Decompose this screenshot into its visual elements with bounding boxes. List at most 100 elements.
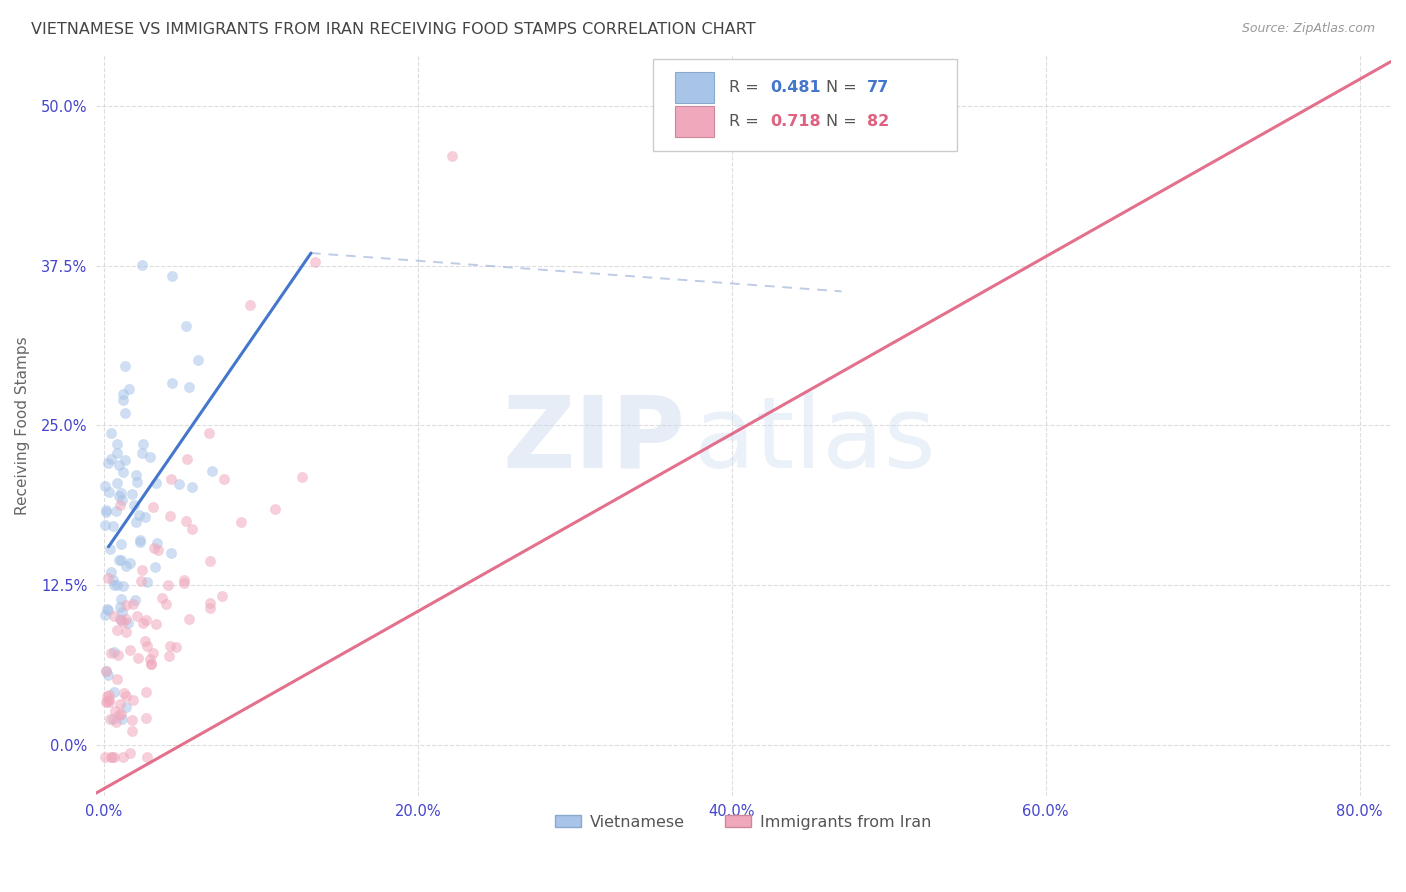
Point (141, 657, 163, 671)
Point (291, 470, 314, 484)
Point (169, 476, 191, 491)
Point (100, 750, 122, 764)
Point (103, 750, 125, 764)
Point (105, 672, 128, 686)
Point (160, 376, 183, 391)
Point (139, 450, 162, 464)
Point (214, 472, 236, 486)
Point (152, 591, 174, 605)
Point (112, 465, 135, 479)
Text: 0.718: 0.718 (770, 113, 821, 128)
Point (110, 706, 132, 721)
Point (117, 615, 139, 630)
Point (160, 268, 183, 283)
Point (174, 318, 197, 333)
FancyBboxPatch shape (675, 72, 714, 103)
Point (157, 578, 180, 592)
Point (110, 591, 132, 606)
Point (122, 597, 145, 611)
Point (148, 543, 170, 558)
Point (101, 750, 124, 764)
Point (132, 437, 155, 451)
Point (143, 541, 166, 556)
Point (127, 475, 149, 489)
Text: 82: 82 (866, 113, 889, 128)
Point (173, 573, 195, 587)
Point (159, 639, 181, 653)
Point (134, 633, 156, 648)
Point (96, 689, 118, 703)
Point (104, 705, 127, 719)
Point (108, 600, 131, 615)
Point (105, 437, 128, 451)
Point (159, 546, 181, 560)
Point (197, 425, 219, 440)
Point (200, 554, 222, 568)
Point (114, 624, 136, 639)
Point (98, 485, 121, 500)
Point (108, 458, 131, 472)
Point (111, 606, 134, 620)
Point (177, 380, 200, 394)
Point (159, 509, 181, 524)
Point (105, 623, 128, 637)
Point (180, 480, 202, 494)
Point (187, 353, 209, 368)
Point (121, 693, 143, 707)
Point (103, 684, 125, 698)
Point (94, 479, 117, 493)
Point (114, 452, 136, 467)
Point (135, 711, 157, 725)
Point (127, 650, 149, 665)
Point (96, 602, 118, 616)
Point (118, 383, 141, 397)
Point (105, 504, 128, 518)
Point (111, 492, 134, 507)
Point (165, 640, 187, 654)
Point (108, 698, 131, 712)
Point (108, 612, 131, 626)
Point (128, 508, 150, 522)
Point (108, 553, 131, 567)
Point (118, 643, 141, 657)
Point (114, 689, 136, 703)
Point (155, 597, 177, 611)
Point (115, 612, 138, 626)
Point (107, 648, 129, 662)
Point (110, 553, 132, 567)
Point (231, 516, 253, 530)
Point (112, 750, 135, 764)
Point (121, 486, 143, 500)
Point (139, 657, 162, 671)
Point (198, 596, 221, 610)
Point (98, 541, 121, 556)
Point (97, 668, 120, 682)
Text: R =: R = (730, 80, 763, 95)
Y-axis label: Receiving Food Stamps: Receiving Food Stamps (15, 336, 30, 515)
Point (112, 686, 135, 700)
Text: 0.481: 0.481 (770, 80, 821, 95)
Point (97, 571, 120, 585)
FancyBboxPatch shape (675, 105, 714, 136)
Text: atlas: atlas (695, 392, 936, 489)
Text: Source: ZipAtlas.com: Source: ZipAtlas.com (1241, 22, 1375, 36)
Point (100, 646, 122, 660)
Point (176, 514, 198, 528)
Point (304, 254, 326, 268)
Point (145, 616, 167, 631)
Text: 77: 77 (866, 80, 889, 95)
Point (125, 515, 148, 529)
Point (128, 535, 150, 549)
Point (239, 298, 262, 312)
Point (94, 664, 117, 678)
Point (94, 505, 117, 519)
Point (177, 612, 200, 626)
Point (118, 747, 141, 761)
Point (142, 500, 165, 515)
Point (121, 723, 143, 738)
Point (131, 446, 153, 460)
Point (136, 639, 159, 653)
Point (110, 613, 132, 627)
Point (131, 616, 153, 631)
Point (110, 537, 132, 551)
